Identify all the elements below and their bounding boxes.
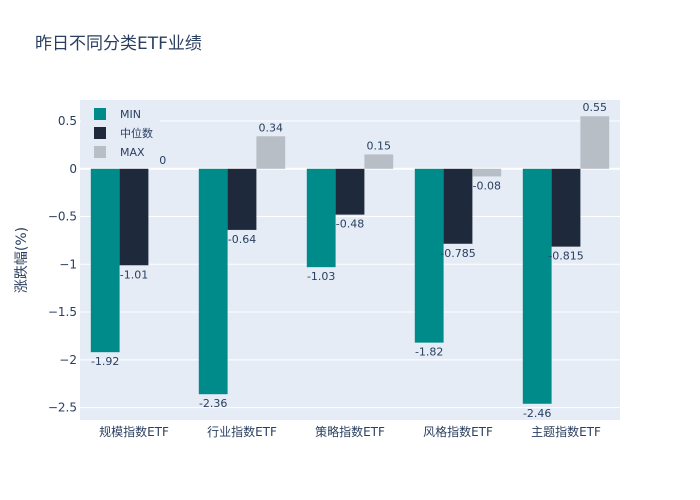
data-label: 0 [159,154,166,167]
bar [256,136,286,169]
data-label: -0.785 [440,247,475,260]
bar [335,168,365,215]
y-tick-label: −1.5 [48,305,77,319]
y-tick-label: −2 [59,353,77,367]
y-tick-label: 0.5 [58,114,77,128]
bar [522,168,552,404]
data-label: -2.36 [199,397,227,410]
x-tick-label: 风格指数ETF [423,424,493,439]
bar [551,168,581,247]
chart-title: 昨日不同分类ETF业绩 [35,34,202,54]
data-label: -1.82 [415,346,443,359]
data-label: 0.55 [583,101,608,114]
data-label: -1.03 [307,270,335,283]
y-axis-ticks: 0.5 0 −0.5 −1 −1.5 −2 −2.5 [48,114,77,415]
x-axis-ticks: 规模指数ETF 行业指数ETF 策略指数ETF 风格指数ETF 主题指数ETF [99,424,601,439]
bar [306,168,336,268]
y-tick-label: −2.5 [48,401,77,415]
y-tick-label: 0 [69,162,77,176]
y-tick-label: −0.5 [48,210,77,224]
data-label: 0.15 [367,139,392,152]
data-label: -1.92 [91,355,119,368]
data-labels: -1.92 -2.36 -1.03 -1.82 -2.46 -1.01 -0.64 -0.48… [91,101,607,420]
legend-label[interactable]: 中位数 [120,126,153,140]
bar [227,168,257,230]
legend: MIN 中位数 MAX [81,101,160,163]
data-label: -0.08 [473,179,501,192]
bar [90,168,120,353]
legend-swatch[interactable] [94,146,106,158]
bar [119,168,149,266]
x-tick-label: 主题指数ETF [531,424,601,439]
legend-label[interactable]: MIN [120,108,141,121]
x-tick-label: 规模指数ETF [99,424,169,439]
data-label: -2.46 [523,407,551,420]
y-tick-label: −1 [59,257,77,271]
bar [580,116,610,169]
bar [364,154,394,169]
bar [472,168,502,177]
data-label: -0.64 [228,233,256,246]
data-label: -0.815 [548,250,583,263]
bars [90,116,610,404]
y-axis-title: 涨跌幅(%) [14,227,30,293]
x-tick-label: 行业指数ETF [207,424,277,439]
legend-swatch[interactable] [94,108,106,120]
data-label: -0.48 [336,218,364,231]
data-label: 0.34 [259,121,284,134]
legend-swatch[interactable] [94,127,106,139]
bar [443,168,473,244]
data-label: -1.01 [120,268,148,281]
legend-label[interactable]: MAX [120,146,145,159]
x-tick-label: 策略指数ETF [315,424,385,439]
bar [198,168,228,395]
bar [414,168,444,343]
